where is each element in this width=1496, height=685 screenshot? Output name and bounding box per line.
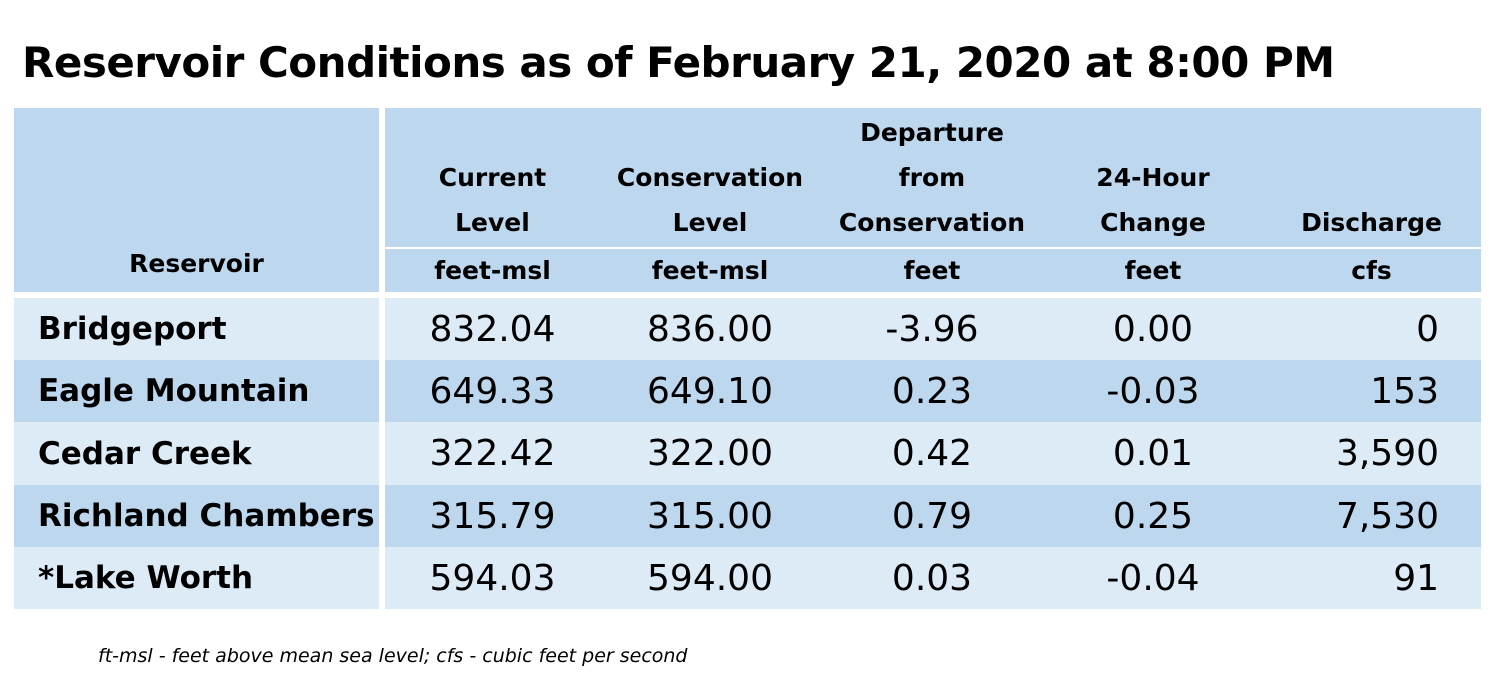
row-5-departure: 0.03 — [820, 547, 1044, 609]
row-4-departure: 0.79 — [820, 485, 1044, 547]
unit-conservation-level-label: feet-msl — [651, 256, 769, 285]
row-5-current-level: 594.03 — [385, 547, 600, 609]
row-4-24h-change-text: 0.25 — [1112, 495, 1194, 537]
row-1-current-level: 832.04 — [385, 298, 600, 360]
row-2-current-level-text: 649.33 — [429, 370, 556, 412]
header-current-level: Current Level — [385, 108, 600, 247]
unit-departure-label: feet — [903, 256, 961, 285]
row-4-discharge-text: 7,530 — [1335, 495, 1439, 537]
row-5-discharge: 91 — [1262, 547, 1481, 609]
unit-departure: feet — [820, 249, 1044, 292]
row-1-departure-text: -3.96 — [885, 308, 979, 350]
row-3-discharge-text: 3,590 — [1335, 433, 1439, 474]
row-5-24h-change-text: -0.04 — [1106, 557, 1200, 599]
header-departure-line1: Departure — [860, 118, 1004, 147]
row-4-24h-change: 0.25 — [1044, 485, 1262, 547]
row-1-24h-change: 0.00 — [1044, 298, 1262, 360]
row-3-departure-text: 0.42 — [891, 433, 973, 474]
row-4-conservation-level: 315.00 — [600, 485, 820, 547]
row-5-current-level-text: 594.03 — [429, 557, 556, 599]
row-3-departure: 0.42 — [820, 422, 1044, 485]
unit-24h-change-label: feet — [1124, 256, 1182, 285]
row-3-current-level-text: 322.42 — [429, 433, 556, 474]
row-2-departure-text: 0.23 — [891, 370, 973, 412]
header-current-level-line1: Current — [438, 163, 547, 192]
row-2-discharge-text: 153 — [1370, 370, 1439, 412]
row-4-current-level: 315.79 — [385, 485, 600, 547]
page-title: Reservoir Conditions as of February 21, … — [22, 38, 1335, 87]
row-2-departure: 0.23 — [820, 360, 1044, 422]
unit-24h-change: feet — [1044, 249, 1262, 292]
row-3-current-level: 322.42 — [385, 422, 600, 485]
row-2-discharge: 153 — [1262, 360, 1481, 422]
row-3-24h-change: 0.01 — [1044, 422, 1262, 485]
header-departure: Departure from Conservation — [820, 108, 1044, 247]
header-conservation-level-line2: Level — [672, 208, 748, 237]
row-2-conservation-level: 649.10 — [600, 360, 820, 422]
row-4-discharge: 7,530 — [1262, 485, 1481, 547]
row-5-24h-change: -0.04 — [1044, 547, 1262, 609]
header-current-level-line2: Level — [455, 208, 530, 237]
header-discharge-line1: Discharge — [1301, 208, 1442, 237]
header-departure-line3: Conservation — [838, 208, 1026, 237]
row-4-departure-text: 0.79 — [891, 495, 973, 537]
row-4-current-level-text: 315.79 — [429, 495, 556, 537]
row-3-discharge: 3,590 — [1262, 422, 1481, 485]
row-5-conservation-level-text: 594.00 — [647, 557, 773, 599]
row-4-conservation-level-text: 315.00 — [647, 495, 773, 537]
row-1-reservoir-text: Bridgeport — [38, 311, 227, 347]
row-3-24h-change-text: 0.01 — [1112, 433, 1194, 474]
row-1-conservation-level-text: 836.00 — [647, 308, 773, 350]
row-5-reservoir-text: *Lake Worth — [38, 560, 254, 596]
header-reservoir-label: Reservoir — [129, 249, 264, 278]
row-2-24h-change: -0.03 — [1044, 360, 1262, 422]
row-1-departure: -3.96 — [820, 298, 1044, 360]
row-1-reservoir: Bridgeport — [14, 298, 379, 360]
header-24h-change-line2: Change — [1100, 208, 1206, 237]
row-1-discharge-text: 0 — [1416, 308, 1439, 350]
row-1-discharge: 0 — [1262, 298, 1481, 360]
row-3-conservation-level: 322.00 — [600, 422, 820, 485]
unit-conservation-level: feet-msl — [600, 249, 820, 292]
footnote: ft-msl - feet above mean sea level; cfs … — [98, 645, 688, 667]
row-5-departure-text: 0.03 — [891, 557, 973, 599]
row-1-current-level-text: 832.04 — [429, 308, 556, 350]
row-2-reservoir: Eagle Mountain — [14, 360, 379, 422]
row-4-reservoir-text: Richland Chambers — [38, 498, 375, 534]
header-reservoir: Reservoir — [14, 108, 379, 292]
row-5-discharge-text: 91 — [1393, 557, 1439, 599]
unit-discharge-label: cfs — [1351, 256, 1392, 285]
row-2-conservation-level-text: 649.10 — [647, 370, 773, 412]
header-24h-change: 24-Hour Change — [1044, 108, 1262, 247]
unit-current-level-label: feet-msl — [434, 256, 551, 285]
unit-current-level: feet-msl — [385, 249, 600, 292]
header-conservation-level-line1: Conservation — [616, 163, 804, 192]
row-3-reservoir: Cedar Creek — [14, 422, 379, 485]
row-4-reservoir: Richland Chambers — [14, 485, 379, 547]
row-1-conservation-level: 836.00 — [600, 298, 820, 360]
row-5-reservoir: *Lake Worth — [14, 547, 379, 609]
row-5-conservation-level: 594.00 — [600, 547, 820, 609]
row-3-reservoir-text: Cedar Creek — [38, 435, 252, 472]
header-24h-change-line1: 24-Hour — [1096, 163, 1210, 192]
row-3-conservation-level-text: 322.00 — [647, 433, 773, 474]
header-discharge: Discharge — [1262, 108, 1481, 247]
row-2-current-level: 649.33 — [385, 360, 600, 422]
header-conservation-level: Conservation Level — [600, 108, 820, 247]
row-2-24h-change-text: -0.03 — [1106, 370, 1200, 412]
row-2-reservoir-text: Eagle Mountain — [38, 373, 310, 409]
header-departure-line2: from — [898, 163, 966, 192]
unit-discharge: cfs — [1262, 249, 1481, 292]
row-1-24h-change-text: 0.00 — [1112, 308, 1194, 350]
